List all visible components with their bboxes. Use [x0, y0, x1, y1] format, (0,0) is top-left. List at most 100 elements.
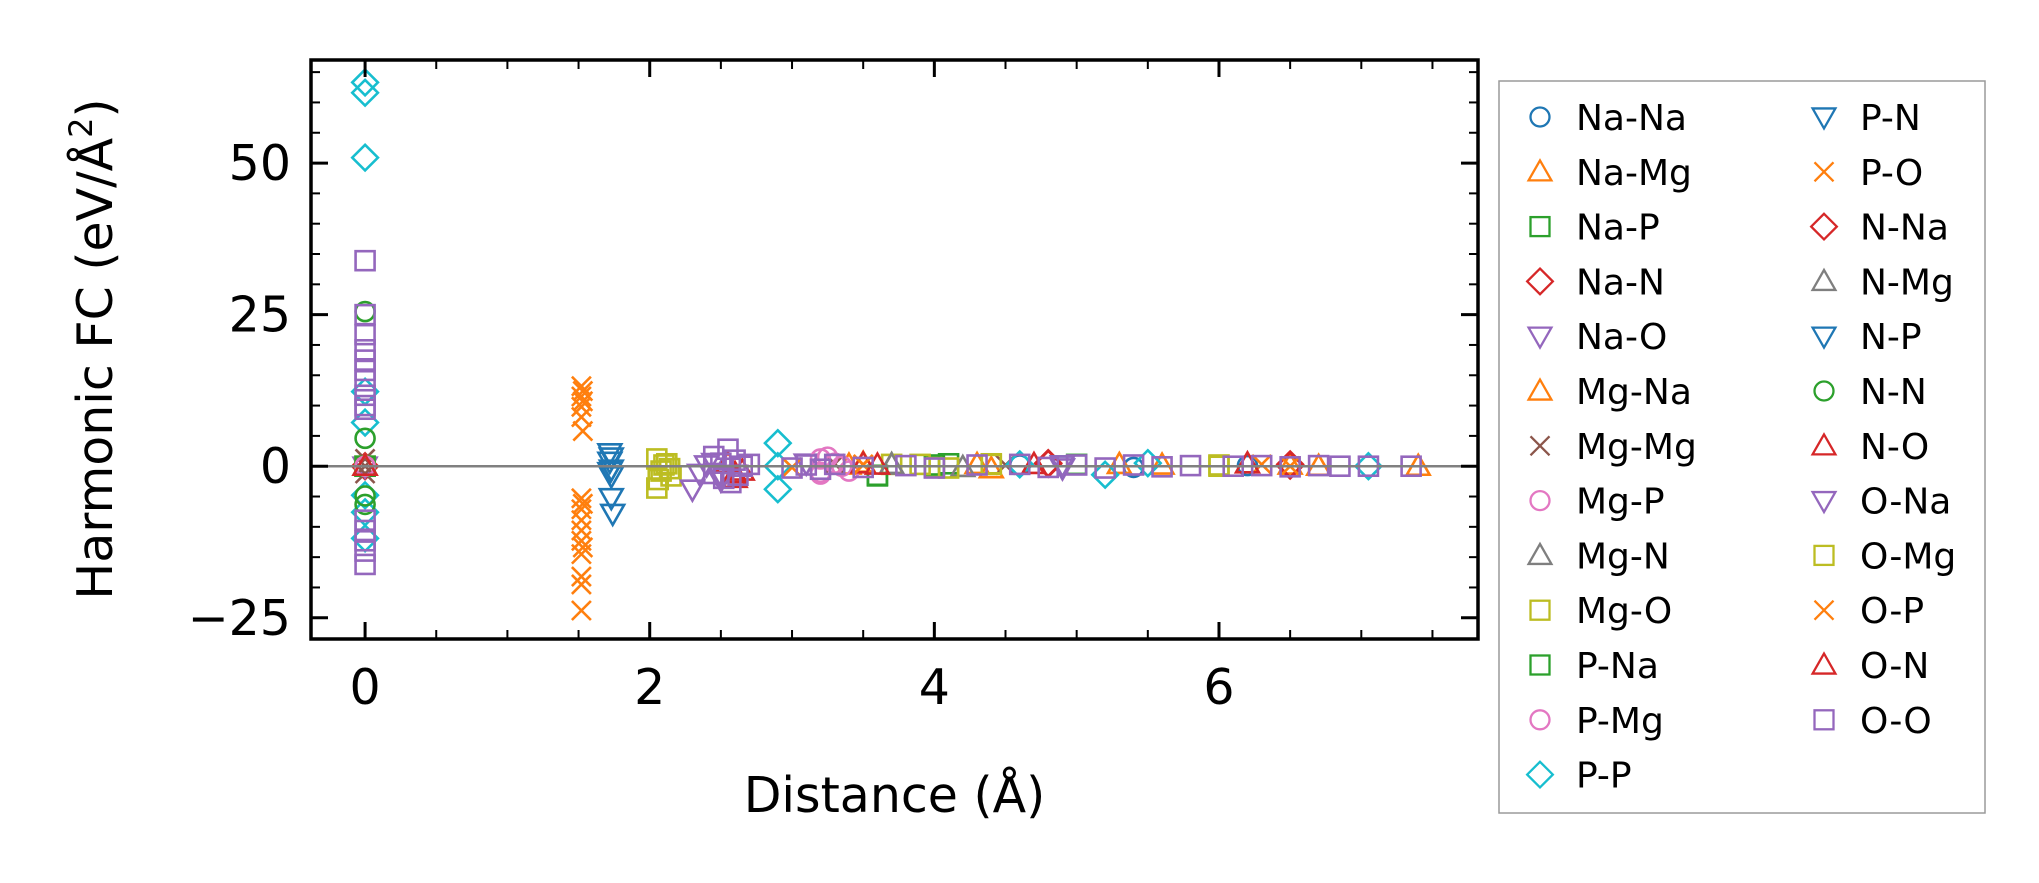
legend-label: N-O	[1860, 427, 1929, 468]
data-point-o-o-9	[354, 398, 376, 421]
y-tick-label: −25	[188, 590, 291, 647]
x-tick-label: 2	[634, 659, 665, 716]
legend-item-na-na: Na-Na	[1529, 98, 1687, 139]
legend-item-n-na: N-Na	[1809, 208, 1949, 249]
x-tick-label: 0	[349, 659, 380, 716]
legend-marker-na-n	[1525, 266, 1555, 296]
legend-marker-mg-n	[1526, 541, 1554, 566]
legend-item-p-n: P-N	[1810, 98, 1921, 139]
legend-marker-n-n	[1813, 380, 1835, 402]
legend-marker-p-n	[1810, 107, 1838, 131]
data-point-p-p-0	[350, 67, 380, 98]
data-point-o-o-20	[720, 471, 742, 494]
legend-marker-mg-p	[1529, 489, 1551, 512]
data-point-o-p-3	[572, 537, 594, 558]
legend-item-o-o: O-O	[1813, 701, 1932, 742]
data-point-o-o-27	[809, 458, 832, 481]
legend-label: O-Mg	[1860, 536, 1956, 577]
legend-label: Mg-O	[1576, 591, 1672, 632]
legend-marker-na-o	[1526, 326, 1554, 350]
data-point-o-p-1	[572, 390, 594, 412]
legend-item-p-mg: P-Mg	[1529, 701, 1664, 742]
legend-frame	[1498, 80, 1986, 814]
legend-label: P-O	[1860, 153, 1923, 194]
legend-label: Mg-N	[1576, 536, 1670, 577]
legend-marker-na-p	[1529, 215, 1551, 238]
legend-label: Na-O	[1576, 317, 1667, 358]
data-point-p-p-1	[350, 78, 380, 108]
legend-item-o-n: O-N	[1810, 646, 1929, 687]
data-point-p-o-11	[570, 566, 592, 587]
legend-label: O-Na	[1860, 482, 1951, 523]
x-tick-label: 4	[919, 659, 950, 716]
legend-label: O-O	[1860, 701, 1932, 742]
legend-label: N-Na	[1860, 208, 1949, 249]
legend-label: Mg-P	[1576, 482, 1665, 523]
data-point-o-o-33	[1008, 453, 1031, 476]
legend-item-mg-mg: Mg-Mg	[1529, 427, 1697, 468]
legend-label: N-P	[1860, 317, 1922, 358]
legend-marker-o-na	[1810, 490, 1838, 515]
data-point-o-mg-3	[909, 453, 931, 476]
plot-frame	[309, 58, 1480, 641]
x-tick-label: 6	[1203, 659, 1234, 716]
data-point-p-o-4	[572, 420, 594, 442]
x-axis-title: Distance (Å)	[744, 765, 1046, 824]
data-point-p-p-13	[1133, 448, 1163, 478]
legend-label: P-P	[1576, 756, 1632, 797]
legend-item-na-o: Na-O	[1526, 317, 1667, 358]
legend-item-p-na: P-Na	[1529, 646, 1659, 687]
legend-label: O-N	[1860, 646, 1929, 687]
legend-marker-o-o	[1813, 709, 1835, 731]
data-point-p-o-13	[570, 600, 592, 621]
data-point-na-mg-4	[1276, 450, 1304, 475]
data-point-n-p-1	[597, 459, 625, 484]
legend-marker-n-na	[1809, 212, 1839, 242]
legend-item-p-p: P-P	[1525, 756, 1632, 797]
data-point-o-o-24	[738, 453, 761, 476]
legend-item-mg-p: Mg-P	[1529, 482, 1665, 523]
legend-label: Na-P	[1576, 208, 1660, 249]
legend-label: P-Na	[1576, 646, 1659, 687]
legend-marker-n-mg	[1810, 267, 1838, 292]
legend-label: P-Mg	[1576, 701, 1664, 742]
data-point-n-p-0	[597, 447, 625, 472]
data-point-o-mg-0	[647, 468, 670, 491]
legend-item-mg-n: Mg-N	[1526, 536, 1670, 577]
data-point-o-p-2	[572, 493, 594, 515]
legend-label: Na-Na	[1576, 98, 1687, 139]
legend-marker-p-na	[1529, 654, 1551, 676]
data-point-o-o-14	[354, 553, 376, 576]
data-point-n-n-1	[354, 427, 376, 450]
legend-label: N-N	[1860, 372, 1927, 413]
data-point-o-o-2	[354, 323, 376, 346]
legend-label: O-P	[1860, 591, 1924, 632]
legend-item-na-mg: Na-Mg	[1526, 153, 1692, 194]
legend-label: P-N	[1860, 98, 1921, 139]
legend-marker-mg-o	[1529, 599, 1551, 621]
legend-item-o-na: O-Na	[1810, 482, 1951, 523]
legend-marker-p-o	[1813, 161, 1835, 183]
legend-item-n-n: N-N	[1813, 372, 1927, 413]
y-axis-title-main: Harmonic FC (eV/Å	[65, 137, 124, 599]
plot-area	[311, 60, 1478, 639]
legend-item-n-mg: N-Mg	[1810, 262, 1954, 303]
legend-item-mg-o: Mg-O	[1529, 591, 1672, 632]
data-point-p-p-8	[763, 428, 793, 458]
legend-item-mg-na: Mg-Na	[1526, 372, 1692, 413]
legend-marker-o-p	[1813, 599, 1835, 621]
data-point-n-n-3	[354, 493, 376, 516]
data-point-o-o-6	[354, 369, 376, 392]
data-point-o-na-0	[678, 479, 707, 504]
legend-item-o-p: O-P	[1813, 591, 1924, 632]
series-o-mg	[647, 452, 1230, 491]
data-point-o-o-36	[1094, 457, 1116, 479]
data-point-o-p-0	[572, 380, 594, 402]
data-point-o-o-28	[823, 453, 846, 476]
data-point-o-mg-4	[937, 457, 960, 479]
legend-item-p-o: P-O	[1813, 153, 1923, 194]
data-point-o-o-19	[717, 438, 739, 461]
legend-marker-o-n	[1810, 651, 1838, 675]
legend-marker-mg-mg	[1529, 435, 1551, 457]
